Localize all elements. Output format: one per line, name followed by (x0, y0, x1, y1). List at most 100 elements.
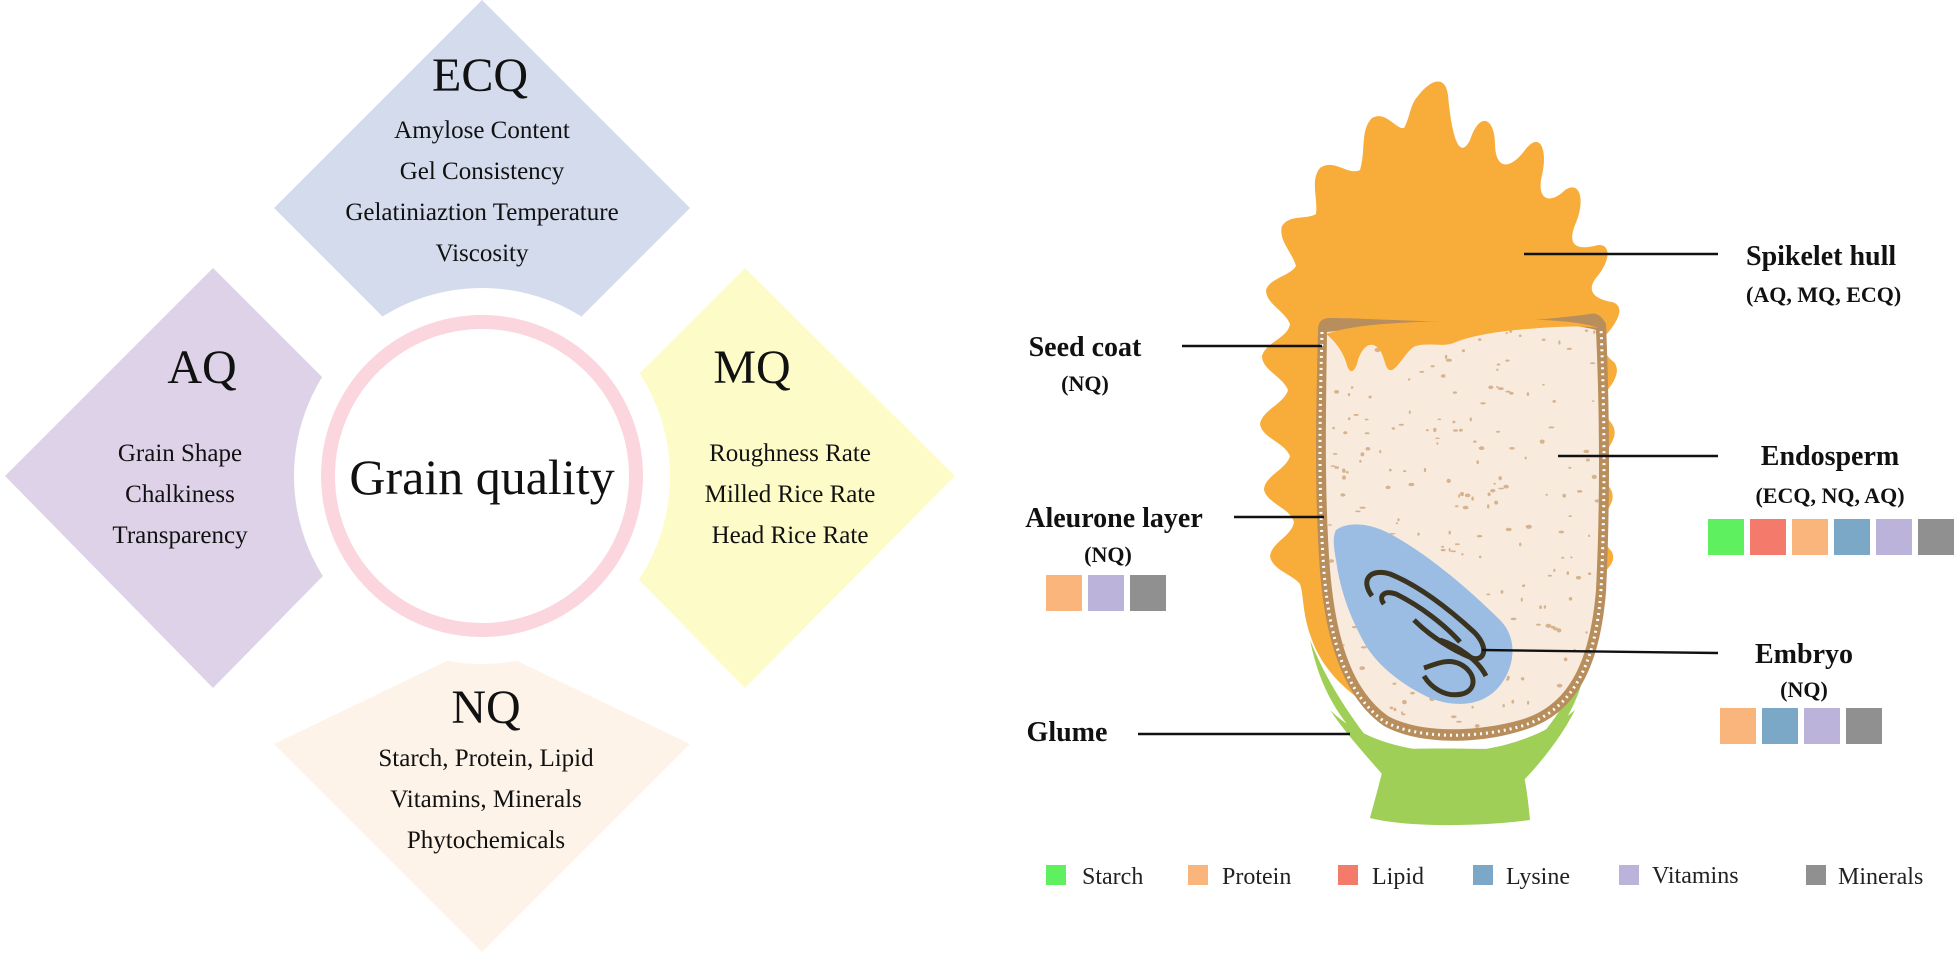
endosperm-speck (1561, 556, 1565, 559)
endosperm-speck (1473, 440, 1477, 443)
endosperm-speck (1359, 506, 1366, 509)
endosperm-speck (1332, 453, 1338, 455)
endosperm-speck (1425, 429, 1429, 432)
endosperm-speck (1342, 475, 1346, 480)
endosperm-speck (1591, 400, 1595, 402)
endosperm-speck (1568, 515, 1572, 517)
endosperm-speck (1444, 354, 1448, 359)
endosperm-speck (1433, 427, 1437, 432)
endosperm-speck (1391, 427, 1396, 430)
embryo-detail (1421, 659, 1476, 698)
endosperm-speck (1594, 499, 1599, 503)
endosperm-speck (1566, 571, 1570, 575)
endosperm-speck (1398, 423, 1404, 426)
endosperm-speck (1558, 340, 1561, 345)
endosperm-speck (1556, 683, 1563, 688)
ecq-item: Gel Consistency (400, 158, 565, 185)
quality-diamonds (5, 0, 955, 952)
endosperm-speck (1498, 487, 1504, 490)
endosperm-speck (1360, 646, 1367, 649)
endosperm-speck (1347, 417, 1351, 421)
endosperm-speck (1452, 391, 1457, 394)
endosperm-speck (1345, 471, 1349, 474)
nq-item: Vitamins, Minerals (390, 786, 582, 813)
endosperm-speck (1360, 452, 1365, 457)
glume-base (1330, 710, 1575, 820)
endosperm-speck (1454, 505, 1459, 508)
endosperm-speck (1494, 500, 1499, 505)
endosperm-speck (1520, 597, 1523, 602)
endosperm-speck (1509, 447, 1515, 450)
endosperm-speck (1556, 628, 1562, 633)
endosperm-speck (1496, 385, 1499, 389)
endosperm-speck (1460, 491, 1464, 497)
legend-label-protein: Protein (1222, 864, 1291, 890)
endosperm-speck (1374, 723, 1378, 726)
embryo-detail (1379, 590, 1462, 644)
endosperm-speck (1402, 470, 1407, 473)
legend-swatch-starch (1046, 865, 1066, 885)
embryo-detail (1439, 637, 1489, 678)
endosperm-speck (1430, 365, 1435, 368)
endosperm-speck (1539, 439, 1545, 444)
endosperm-speck (1570, 556, 1573, 559)
embryo-sub: (NQ) (1780, 677, 1828, 702)
endosperm-speck (1524, 456, 1527, 460)
endosperm-speck (1461, 349, 1465, 353)
endosperm-speck (1505, 359, 1510, 362)
mq-diamond (537, 268, 955, 688)
endosperm-speck (1402, 699, 1407, 705)
nutrient-square-minerals (1130, 575, 1166, 611)
embryo-detail (1364, 570, 1487, 662)
endosperm-speck (1459, 428, 1463, 432)
nq-title: NQ (451, 681, 520, 734)
endosperm-speck (1496, 363, 1501, 366)
legend-label-minerals: Minerals (1838, 864, 1923, 890)
endosperm-speck (1553, 627, 1558, 631)
endosperm-speck (1503, 484, 1509, 489)
aq-item: Transparency (112, 522, 248, 549)
grain-quality-title: Grain quality (349, 449, 614, 505)
hull-overlap (1326, 319, 1598, 372)
endosperm-speck (1585, 458, 1590, 462)
aleurone-layer-shape (1318, 327, 1606, 737)
endosperm-speck (1568, 466, 1572, 469)
nutrient-square-lipid (1750, 519, 1786, 555)
nutrient-square-minerals (1846, 708, 1882, 744)
endosperm-speck (1417, 532, 1420, 536)
endosperm-speck (1488, 385, 1494, 390)
ecq-item: Viscosity (436, 240, 529, 267)
endosperm-speck (1535, 623, 1541, 626)
endosperm-speck (1395, 522, 1398, 525)
endosperm-speck (1464, 493, 1471, 498)
legend-label-lipid: Lipid (1372, 864, 1424, 890)
endosperm-speck (1350, 386, 1354, 389)
endosperm-speck (1359, 459, 1362, 463)
endosperm-speck (1498, 476, 1502, 481)
endosperm-speck (1502, 704, 1505, 708)
endosperm-speck (1522, 584, 1526, 587)
endosperm-speck (1519, 542, 1522, 547)
nutrient-square-vitamins (1804, 708, 1840, 744)
endosperm-speck (1347, 393, 1351, 397)
endosperm-speck (1342, 468, 1346, 473)
center-ring (321, 315, 643, 637)
nq-item: Starch, Protein, Lipid (378, 745, 594, 772)
aleurone-layer-sub: (NQ) (1084, 542, 1132, 567)
endosperm-speck (1587, 572, 1592, 575)
endosperm-speck (1440, 548, 1446, 552)
endosperm-speck (1437, 418, 1442, 421)
glume-label: Glume (1027, 717, 1108, 748)
endosperm-speck (1486, 593, 1491, 596)
endosperm-speck (1541, 338, 1546, 341)
endosperm-speck (1487, 492, 1491, 497)
endosperm-speck (1592, 722, 1596, 725)
nq-diamond (274, 644, 690, 952)
mq-title: MQ (713, 341, 790, 394)
endosperm-speck (1454, 543, 1460, 546)
aq-item: Grain Shape (118, 440, 242, 467)
endosperm-speck (1328, 559, 1335, 563)
embryo-shape (1333, 524, 1513, 704)
endosperm-speck (1408, 410, 1411, 415)
endosperm-speck (1389, 706, 1394, 710)
